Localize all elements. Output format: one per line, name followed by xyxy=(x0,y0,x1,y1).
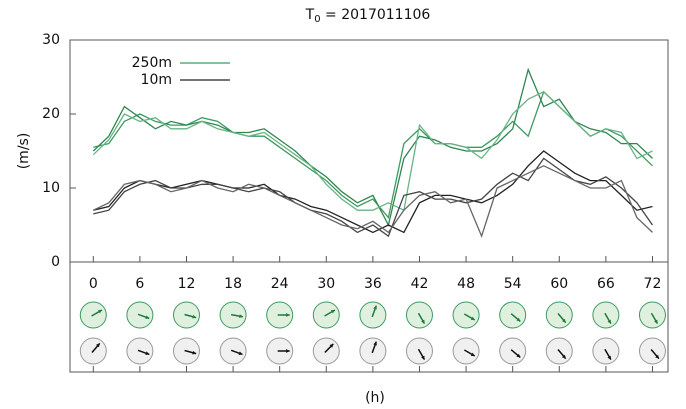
wind-arrow-head xyxy=(561,318,566,323)
wind-arrow-head xyxy=(654,319,658,324)
wind-arrow-head xyxy=(329,343,334,348)
wind-arrow xyxy=(650,312,659,325)
x-tick-label: 30 xyxy=(317,276,335,292)
title-sub: 0 xyxy=(314,14,320,25)
wind-arrow xyxy=(510,349,521,359)
wind-arrow-head xyxy=(192,350,197,355)
wind-arrow-head xyxy=(607,355,611,360)
wind-arrow xyxy=(230,349,243,356)
series-line xyxy=(92,67,653,227)
wind-arrow xyxy=(230,313,244,319)
wind-arrow xyxy=(137,313,150,320)
wind-arrow-head xyxy=(286,313,290,317)
wind-arrow-head xyxy=(470,352,475,356)
chart-title: T0 = 2017011106 xyxy=(305,7,431,25)
wind-arrow-head xyxy=(97,310,102,314)
wind-arrow xyxy=(557,348,567,360)
wind-arrow xyxy=(650,348,660,360)
wind-arrow xyxy=(184,349,197,355)
series-line xyxy=(93,150,653,234)
wind-arrow xyxy=(557,312,567,324)
wind-arrow-head xyxy=(607,319,611,324)
wind-arrow-head xyxy=(330,310,335,314)
wind-arrow-head xyxy=(516,353,521,358)
x-axis-label: (h) xyxy=(365,390,385,406)
y-tick-label: 0 xyxy=(51,254,60,270)
wind-arrow xyxy=(371,305,378,318)
wind-arrow xyxy=(371,341,378,354)
x-tick-label: 48 xyxy=(457,276,475,292)
x-tick-label: 6 xyxy=(135,276,144,292)
wind-arrow xyxy=(510,313,521,323)
wind-arrow-head xyxy=(373,341,377,346)
series-line xyxy=(93,165,653,238)
wind-arrow-head xyxy=(145,351,150,356)
title-main: T xyxy=(305,7,315,23)
x-tick-label: 36 xyxy=(364,276,382,292)
wind-arrow-head xyxy=(421,355,425,360)
wind-arrow xyxy=(137,349,150,356)
wind-arrow-head xyxy=(238,351,243,356)
wind-arrow-head xyxy=(373,305,377,310)
x-tick-label: 24 xyxy=(271,276,289,292)
series-line xyxy=(92,91,653,212)
wind-arrow xyxy=(184,313,197,319)
x-tick-label: 54 xyxy=(504,276,522,292)
x-tick-label: 60 xyxy=(550,276,568,292)
wind-arrow xyxy=(463,349,476,357)
x-tick-label: 42 xyxy=(411,276,429,292)
wind-arrow-head xyxy=(470,316,475,320)
wind-arrow xyxy=(277,349,290,353)
wind-arrow xyxy=(91,342,101,354)
wind-arrow-head xyxy=(96,343,100,348)
wind-arrow-head xyxy=(421,319,425,324)
wind-arrow-head xyxy=(145,315,150,320)
y-tick-label: 20 xyxy=(42,106,60,122)
x-tick-label: 12 xyxy=(178,276,196,292)
wind-arrow xyxy=(463,313,476,321)
wind-arrow-head xyxy=(286,349,290,353)
x-tick-label: 66 xyxy=(597,276,615,292)
wind-arrow-head xyxy=(516,317,521,322)
wind-arrow-head xyxy=(655,354,659,359)
wind-arrow-head xyxy=(192,314,197,319)
x-tick-label: 18 xyxy=(224,276,242,292)
wind-arrow xyxy=(324,343,334,353)
wind-arrow xyxy=(604,348,612,361)
plot-frame xyxy=(69,39,669,373)
wind-arrow xyxy=(417,348,426,361)
y-axis-label: (m/s) xyxy=(16,133,32,170)
y-tick-label: 30 xyxy=(42,32,60,48)
wind-arrow xyxy=(91,309,103,317)
legend-label: 250m xyxy=(132,55,172,71)
wind-arrow-head xyxy=(239,314,243,319)
legend-label: 10m xyxy=(141,72,172,88)
y-tick-label: 10 xyxy=(42,180,60,196)
series-line xyxy=(93,157,654,238)
wind-arrow xyxy=(417,312,426,325)
wind-arrow xyxy=(324,309,336,317)
wind-arrow xyxy=(604,312,612,325)
x-tick-label: 72 xyxy=(644,276,662,292)
title-rest: = 2017011106 xyxy=(321,7,431,23)
wind-arrow-head xyxy=(561,354,566,359)
series-line xyxy=(93,90,653,220)
x-tick-label: 0 xyxy=(89,276,98,292)
wind-arrow xyxy=(277,313,290,317)
